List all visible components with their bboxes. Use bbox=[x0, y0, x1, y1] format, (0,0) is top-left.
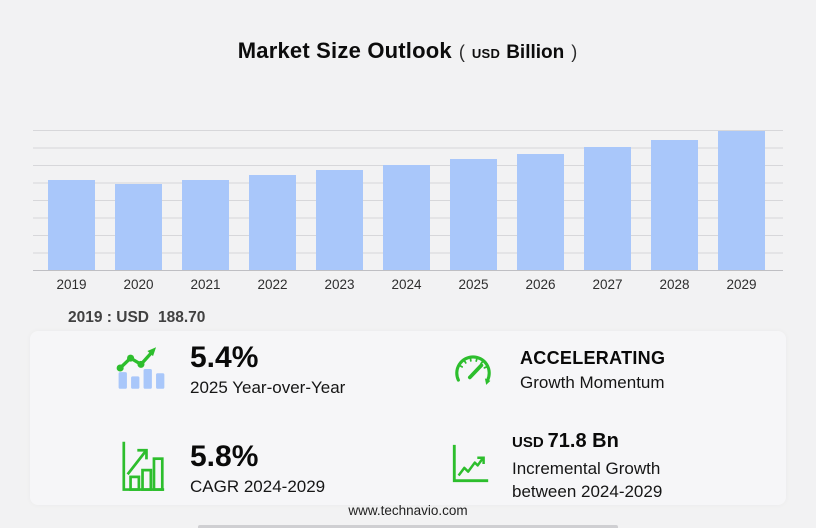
bar-chart-bars bbox=[48, 131, 765, 270]
stat-cagr: 5.8% CAGR 2024-2029 bbox=[118, 441, 325, 498]
stat-yoy: 5.4% 2025 Year-over-Year bbox=[116, 342, 345, 399]
bar-2028 bbox=[651, 140, 698, 270]
line-graph-up-icon bbox=[450, 440, 492, 493]
stat-momentum: ACCELERATING Growth Momentum bbox=[450, 348, 665, 395]
momentum-value: ACCELERATING bbox=[520, 348, 666, 369]
momentum-label: Growth Momentum bbox=[520, 373, 665, 393]
bar-2022 bbox=[249, 175, 296, 270]
title-open-paren: ( bbox=[458, 42, 465, 62]
x-axis-label: 2019 bbox=[56, 277, 87, 292]
yoy-label: 2025 Year-over-Year bbox=[190, 377, 346, 397]
x-axis-label: 2029 bbox=[726, 277, 757, 292]
website-url: www.technavio.com bbox=[348, 503, 468, 518]
bar-2023 bbox=[316, 170, 363, 270]
x-axis-label: 2020 bbox=[123, 277, 154, 292]
title-currency: USD bbox=[471, 46, 501, 61]
x-axis-label: 2021 bbox=[190, 277, 221, 292]
incremental-amount: 71.8 Bn bbox=[547, 430, 619, 452]
x-axis-label: 2024 bbox=[391, 277, 422, 292]
incremental-label-line2: between 2024-2029 bbox=[512, 482, 663, 502]
growth-bars-frame-icon bbox=[118, 441, 166, 498]
bar-2029 bbox=[718, 131, 765, 270]
bottom-edge-strip bbox=[198, 525, 618, 528]
speedometer-icon bbox=[450, 348, 496, 395]
cagr-label: CAGR 2024-2029 bbox=[190, 476, 326, 496]
bar-chart-trend-up-icon bbox=[116, 344, 168, 397]
bar-2019 bbox=[48, 180, 95, 270]
x-axis-label: 2026 bbox=[525, 277, 556, 292]
cagr-value: 5.8% bbox=[190, 440, 259, 474]
chart-title-text: Market Size Outlook bbox=[237, 38, 452, 63]
title-unit: Billion bbox=[506, 42, 565, 63]
bar-2021 bbox=[182, 180, 229, 270]
incremental-label-line1: Incremental Growth bbox=[512, 459, 661, 478]
base-year-note: 2019 : USD 188.70 bbox=[68, 309, 205, 327]
incremental-value: USD 71.8 Bn bbox=[512, 430, 662, 453]
chart-title: Market Size Outlook ( USD Billion ) bbox=[0, 38, 816, 64]
bar-2027 bbox=[584, 147, 631, 270]
bar-2025 bbox=[450, 159, 497, 270]
x-axis-label: 2022 bbox=[257, 277, 288, 292]
x-axis-label: 2025 bbox=[458, 277, 489, 292]
incremental-currency: USD bbox=[512, 434, 544, 451]
stat-incremental: USD 71.8 Bn Incremental Growth between 20… bbox=[450, 430, 662, 503]
stats-panel bbox=[30, 331, 786, 505]
base-year-value: 188.70 bbox=[157, 309, 206, 326]
x-axis-label: 2027 bbox=[592, 277, 623, 292]
base-year-prefix: 2019 : USD bbox=[68, 309, 149, 326]
title-close-paren: ) bbox=[571, 42, 578, 62]
x-axis-labels: 2019 2020 2021 2022 2023 2024 2025 2026 2027 2028… bbox=[48, 277, 765, 292]
bar-2026 bbox=[517, 154, 564, 270]
bar-2024 bbox=[383, 165, 430, 270]
x-axis-label: 2028 bbox=[659, 277, 690, 292]
bar-chart-plot-area bbox=[33, 130, 783, 271]
yoy-value: 5.4% bbox=[190, 341, 259, 374]
x-axis-label: 2023 bbox=[324, 277, 355, 292]
bar-2020 bbox=[115, 184, 162, 270]
